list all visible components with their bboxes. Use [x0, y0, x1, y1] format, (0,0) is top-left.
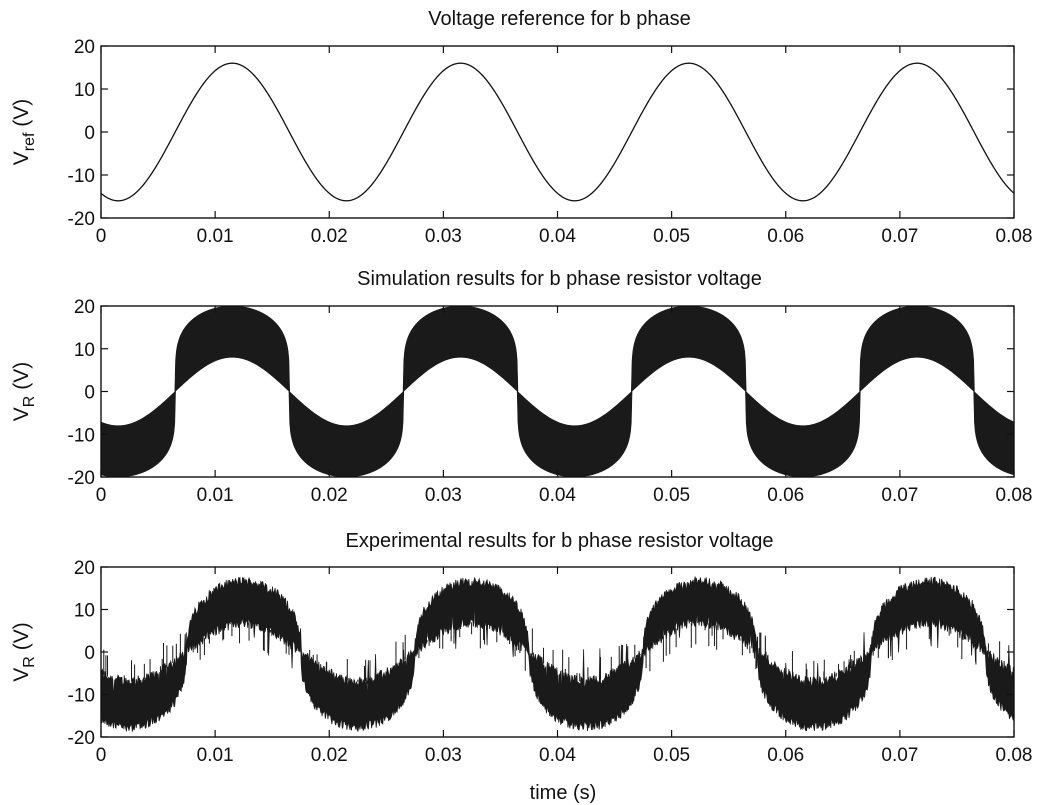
x-tick-label: 0.01	[197, 485, 234, 506]
x-tick-label: 0.06	[767, 745, 804, 766]
x-tick-label: 0.04	[539, 745, 576, 766]
x-tick-label: 0.08	[996, 226, 1033, 247]
y-axis-label-unit: (V)	[10, 362, 33, 396]
x-tick-label: 0.08	[996, 485, 1033, 506]
subplot-title: Voltage reference for b phase	[428, 8, 690, 30]
y-axis-label: VR (V)	[10, 622, 38, 681]
x-tick-label: 0.07	[881, 226, 918, 247]
subplot-2: Simulation results for b phase resistor …	[10, 268, 1032, 506]
series-line	[101, 62, 1014, 202]
y-axis-label-unit: (V)	[10, 622, 33, 656]
y-axis-label-main: V	[10, 151, 33, 165]
x-tick-label: 0.05	[653, 745, 690, 766]
x-tick-label: 0.05	[653, 226, 690, 247]
y-tick-label: -20	[68, 209, 95, 230]
x-tick-label: 0.02	[311, 226, 348, 247]
y-tick-label: 0	[84, 123, 95, 144]
plot-area	[101, 575, 1014, 733]
plot-area	[101, 62, 1014, 202]
x-tick-label: 0.03	[425, 485, 462, 506]
subplot-3: Experimental results for b phase resisto…	[10, 530, 1032, 766]
x-tick-label: 0.08	[996, 745, 1033, 766]
x-tick-label: 0	[96, 745, 107, 766]
y-axis-label-main: V	[10, 668, 33, 682]
x-tick-label: 0.04	[539, 226, 576, 247]
x-tick-label: 0.01	[197, 226, 234, 247]
y-tick-label: 10	[74, 80, 95, 101]
y-tick-label: 0	[84, 643, 95, 664]
x-tick-label: 0.06	[767, 485, 804, 506]
y-axis-label-subscript: R	[21, 656, 38, 668]
series-spikes	[103, 611, 1013, 692]
series-band	[101, 575, 1014, 733]
y-axis-label: Vref (V)	[10, 99, 38, 166]
series-band	[101, 306, 1014, 477]
y-tick-label: 20	[74, 297, 95, 318]
y-tick-label: -10	[68, 425, 95, 446]
x-tick-label: 0.05	[653, 485, 690, 506]
x-axis-label: time (s)	[530, 782, 597, 804]
x-tick-label: 0.02	[311, 485, 348, 506]
y-tick-label: 10	[74, 601, 95, 622]
y-axis-label-subscript: R	[21, 396, 38, 408]
x-tick-label: 0.07	[881, 745, 918, 766]
y-axis-label-subscript: ref	[21, 132, 38, 151]
subplot-title: Simulation results for b phase resistor …	[357, 268, 762, 290]
x-tick-label: 0.03	[425, 745, 462, 766]
x-tick-label: 0.01	[197, 745, 234, 766]
x-tick-label: 0.04	[539, 485, 576, 506]
subplot-1: Voltage reference for b phase Vref (V) 0 0.…	[10, 8, 1032, 247]
x-tick-label: 0.06	[767, 226, 804, 247]
y-tick-label: 20	[74, 558, 95, 579]
y-axis-label: VR (V)	[10, 362, 38, 421]
y-tick-label: 10	[74, 340, 95, 361]
y-tick-label: -20	[68, 468, 95, 489]
x-tick-label: 0.03	[425, 226, 462, 247]
y-axis-label-unit: (V)	[10, 99, 33, 133]
x-tick-label: 0	[96, 485, 107, 506]
plot-area	[101, 306, 1014, 477]
x-tick-label: 0	[96, 226, 107, 247]
y-tick-label: -10	[68, 686, 95, 707]
y-tick-label: -20	[68, 728, 95, 749]
y-tick-label: 0	[84, 383, 95, 404]
y-tick-label: 20	[74, 37, 95, 58]
subplot-title: Experimental results for b phase resisto…	[346, 530, 774, 552]
y-axis-label-main: V	[10, 407, 33, 421]
x-tick-label: 0.07	[881, 485, 918, 506]
axes-frame	[100, 45, 1015, 219]
x-tick-label: 0.02	[311, 745, 348, 766]
y-tick-label: -10	[68, 166, 95, 187]
subplot-stack: Voltage reference for b phase Vref (V) 0 0.…	[10, 8, 1032, 766]
